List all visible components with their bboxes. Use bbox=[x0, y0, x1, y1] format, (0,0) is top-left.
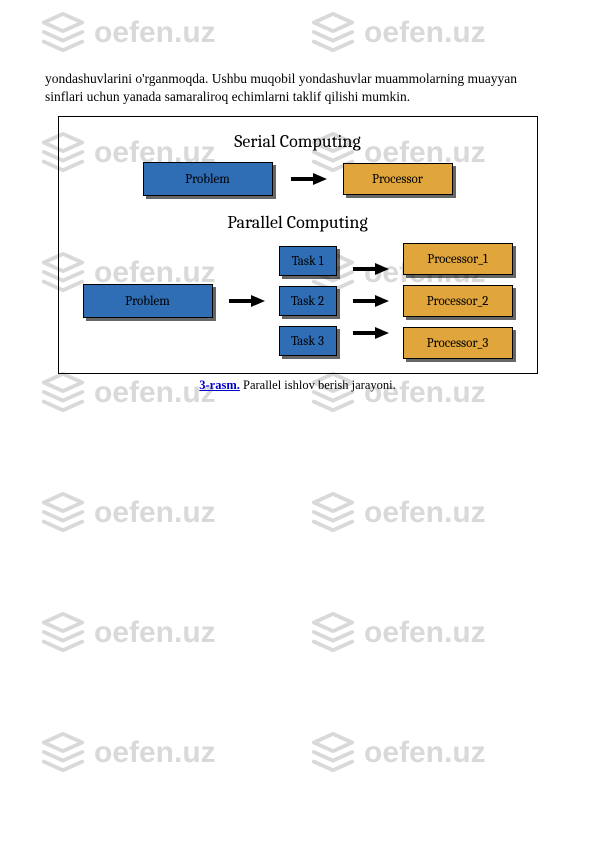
watermark-text: oefen.uz bbox=[364, 736, 486, 770]
arrow-icon bbox=[351, 325, 389, 341]
page-content: yondashuvlarini o'rganmoqda. Ushbu muqob… bbox=[0, 0, 595, 393]
processor-box: Processor_2 bbox=[403, 285, 513, 317]
stack-icon bbox=[310, 490, 356, 536]
arrow-icon bbox=[351, 293, 389, 309]
watermark-text: oefen.uz bbox=[94, 616, 216, 650]
stack-icon bbox=[40, 610, 86, 656]
parallel-problem-box: Problem bbox=[83, 284, 213, 318]
serial-problem-box: Problem bbox=[143, 162, 273, 196]
task-box: Task 3 bbox=[279, 326, 337, 356]
arrow-icon bbox=[351, 261, 389, 277]
serial-processor-box: Processor bbox=[343, 163, 453, 195]
parallel-grid: Problem Task 1 Task 2 Task 3 bbox=[59, 243, 537, 359]
task-box: Task 2 bbox=[279, 286, 337, 316]
watermark-text: oefen.uz bbox=[94, 496, 216, 530]
figure-caption: 3-rasm. Parallel ishlov berish jarayoni. bbox=[45, 378, 550, 393]
stack-icon bbox=[40, 730, 86, 776]
processor-box: Processor_1 bbox=[403, 243, 513, 275]
arrow-icon bbox=[227, 293, 265, 309]
task-box: Task 1 bbox=[279, 246, 337, 276]
watermark-text: oefen.uz bbox=[364, 496, 486, 530]
task-column: Task 1 Task 2 Task 3 bbox=[279, 246, 337, 356]
diagram-frame: Serial Computing Problem Processor Paral… bbox=[58, 116, 538, 374]
parallel-title: Parallel Computing bbox=[59, 212, 537, 233]
processor-column: Processor_1 Processor_2 Processor_3 bbox=[403, 243, 513, 359]
arrow-icon bbox=[289, 171, 327, 187]
watermark-text: oefen.uz bbox=[364, 616, 486, 650]
figure-caption-text: Parallel ishlov berish jarayoni. bbox=[240, 378, 396, 392]
figure-ref: 3-rasm. bbox=[199, 378, 240, 392]
arrow-column bbox=[351, 261, 389, 341]
stack-icon bbox=[310, 730, 356, 776]
watermark-text: oefen.uz bbox=[94, 736, 216, 770]
serial-title: Serial Computing bbox=[59, 131, 537, 152]
serial-row: Problem Processor bbox=[59, 162, 537, 196]
body-paragraph: yondashuvlarini o'rganmoqda. Ushbu muqob… bbox=[45, 70, 550, 106]
processor-box: Processor_3 bbox=[403, 327, 513, 359]
stack-icon bbox=[40, 490, 86, 536]
stack-icon bbox=[310, 610, 356, 656]
